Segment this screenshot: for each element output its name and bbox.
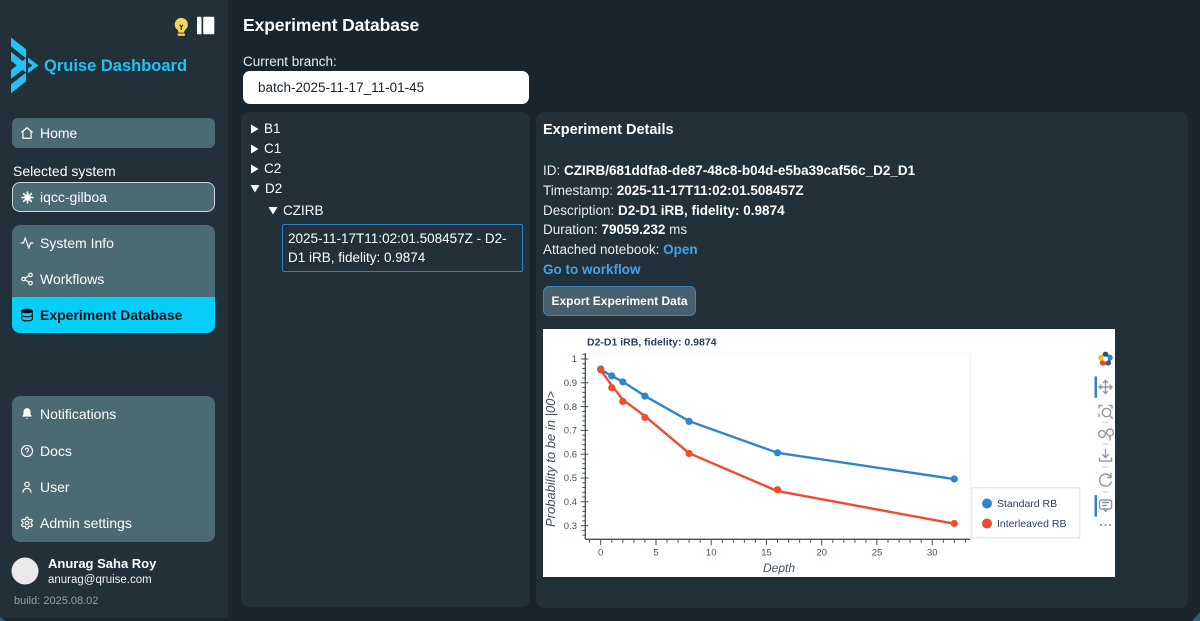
svg-text:0.4: 0.4 <box>564 497 577 508</box>
svg-text:20: 20 <box>816 548 827 559</box>
svg-text:Depth: Depth <box>763 561 795 575</box>
svg-text:15: 15 <box>761 548 772 559</box>
svg-text:0.5: 0.5 <box>564 473 577 484</box>
svg-text:0.8: 0.8 <box>564 402 577 413</box>
svg-text:0: 0 <box>598 548 603 559</box>
svg-text:25: 25 <box>872 548 883 559</box>
svg-text:10: 10 <box>706 548 717 559</box>
svg-text:Interleaved RB: Interleaved RB <box>997 518 1066 530</box>
svg-text:0.3: 0.3 <box>564 521 577 532</box>
svg-text:Probability to be in |00>: Probability to be in |00> <box>543 391 558 527</box>
svg-text:Standard RB: Standard RB <box>997 498 1057 510</box>
svg-text:0.9: 0.9 <box>564 378 577 389</box>
svg-text:0.6: 0.6 <box>564 449 577 460</box>
svg-text:1: 1 <box>572 354 577 365</box>
svg-text:5: 5 <box>653 548 658 559</box>
svg-text:0.7: 0.7 <box>564 426 577 437</box>
svg-text:D2-D1 iRB, fidelity: 0.9874: D2-D1 iRB, fidelity: 0.9874 <box>587 337 717 349</box>
svg-text:30: 30 <box>927 548 938 559</box>
